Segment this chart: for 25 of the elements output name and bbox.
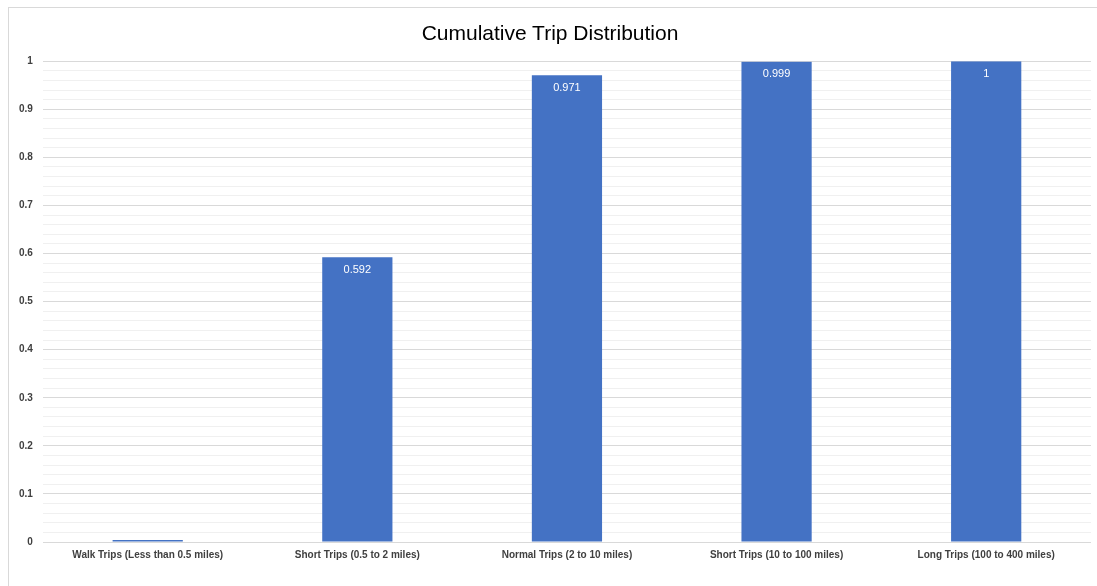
y-tick-label: 1 — [27, 54, 34, 66]
y-tick-label: 0.1 — [19, 487, 34, 499]
y-tick-label: 0.7 — [19, 199, 34, 211]
x-tick-label: Short Trips (10 to 100 miles) — [709, 548, 844, 560]
data-label: 0.971 — [553, 80, 581, 93]
y-tick-label: 0.3 — [19, 391, 34, 403]
data-label: 0.999 — [762, 67, 791, 80]
y-tick-label: 0.6 — [19, 247, 34, 259]
data-label: 1 — [983, 66, 990, 79]
x-tick-label: Short Trips (0.5 to 2 miles) — [294, 548, 420, 560]
x-tick-label: Normal Trips (2 to 10 miles) — [501, 548, 633, 560]
y-tick-label: 0.9 — [19, 103, 34, 115]
y-tick-label: 0.4 — [19, 343, 34, 355]
data-label: 0.592 — [343, 262, 372, 275]
x-tick-label: Long Trips (100 to 400 miles) — [917, 548, 1055, 560]
y-tick-label: 0.5 — [19, 295, 34, 307]
x-tick-label: Walk Trips (Less than 0.5 miles) — [72, 548, 224, 560]
y-tick-label: 0.8 — [19, 151, 34, 163]
bar — [322, 257, 393, 542]
bar — [741, 61, 812, 542]
bar — [531, 75, 603, 542]
chart-title: Cumulative Trip Distribution — [421, 21, 679, 45]
y-tick-label: 0 — [27, 535, 34, 547]
y-tick-label: 0.2 — [19, 439, 34, 451]
bar — [951, 61, 1022, 542]
